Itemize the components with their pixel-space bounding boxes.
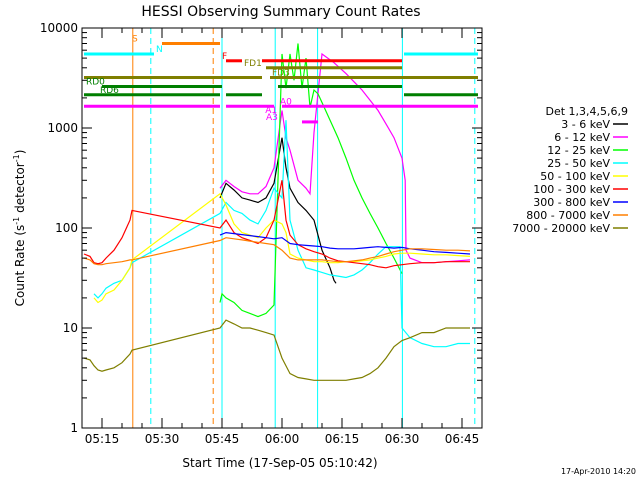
flag-label-a1: A1 — [265, 106, 277, 116]
series-lines — [83, 43, 471, 381]
series-800-7000-kev — [83, 237, 471, 266]
x-tick-label: 06:45 — [445, 432, 480, 446]
legend-title: Det 1,3,4,5,6,9 — [545, 105, 628, 118]
legend-entry-300-800-kev: 300 - 800 keV — [533, 196, 610, 209]
flag-label-f: F — [222, 52, 227, 62]
flag-label-a0: A0 — [280, 97, 292, 107]
series-50-100-kev — [93, 192, 471, 304]
legend-entry-25-50-kev: 25 - 50 keV — [547, 157, 610, 170]
legend-entry-6-12-kev: 6 - 12 keV — [554, 131, 610, 144]
series-12-25-kev — [219, 43, 403, 318]
x-tick-label: 05:45 — [205, 432, 240, 446]
chart-title: HESSI Observing Summary Count Rates — [141, 4, 420, 20]
flag-label-fd3: FD3 — [272, 68, 290, 78]
flag-label-a3: A3 — [266, 113, 278, 123]
flag-label-s: S — [132, 34, 138, 44]
y-axis-label: Count Rate (s-1 detector-1) — [12, 150, 27, 307]
series-7000-20000-kev — [83, 319, 470, 381]
y-tick-label: 10000 — [40, 21, 78, 35]
x-axis-ticks: 05:15 05:30 05:45 06:00 06:15 06:30 06:45 — [85, 28, 480, 446]
legend-entry-800-7000-kev: 800 - 7000 keV — [526, 209, 610, 222]
flag-label-rd0: RD0 — [86, 78, 105, 88]
x-tick-label: 06:30 — [385, 432, 420, 446]
y-tick-label: 1000 — [47, 121, 78, 135]
legend-entry-3-6-kev: 3 - 6 keV — [561, 118, 610, 131]
series-100-300-kev — [83, 180, 470, 269]
y-axis-ticks: 1 10 100 1000 10000 — [40, 21, 482, 435]
y-tick-label: 100 — [55, 221, 78, 235]
legend-entry-7000-20000-kev: 7000 - 20000 keV — [512, 222, 610, 235]
legend-entry-100-300-kev: 100 - 300 keV — [533, 183, 610, 196]
x-tick-label: 06:00 — [265, 432, 300, 446]
legend-entry-50-100-kev: 50 - 100 keV — [540, 170, 610, 183]
timestamp-label: 17-Apr-2010 14:20 — [561, 467, 636, 476]
y-tick-label: 10 — [63, 321, 78, 335]
x-tick-label: 06:15 — [325, 432, 360, 446]
flag-label-rd6: RD6 — [100, 86, 119, 96]
flag-label-n: N — [156, 45, 163, 55]
flag-label-fd1: FD1 — [244, 59, 262, 69]
series-6-12-kev — [219, 52, 471, 264]
x-tick-label: 05:15 — [85, 432, 120, 446]
x-tick-label: 05:30 — [145, 432, 180, 446]
legend-entry-12-25-kev: 12 - 25 keV — [547, 144, 610, 157]
x-axis-label: Start Time (17-Sep-05 05:10:42) — [182, 456, 377, 470]
y-tick-label: 1 — [70, 421, 78, 435]
